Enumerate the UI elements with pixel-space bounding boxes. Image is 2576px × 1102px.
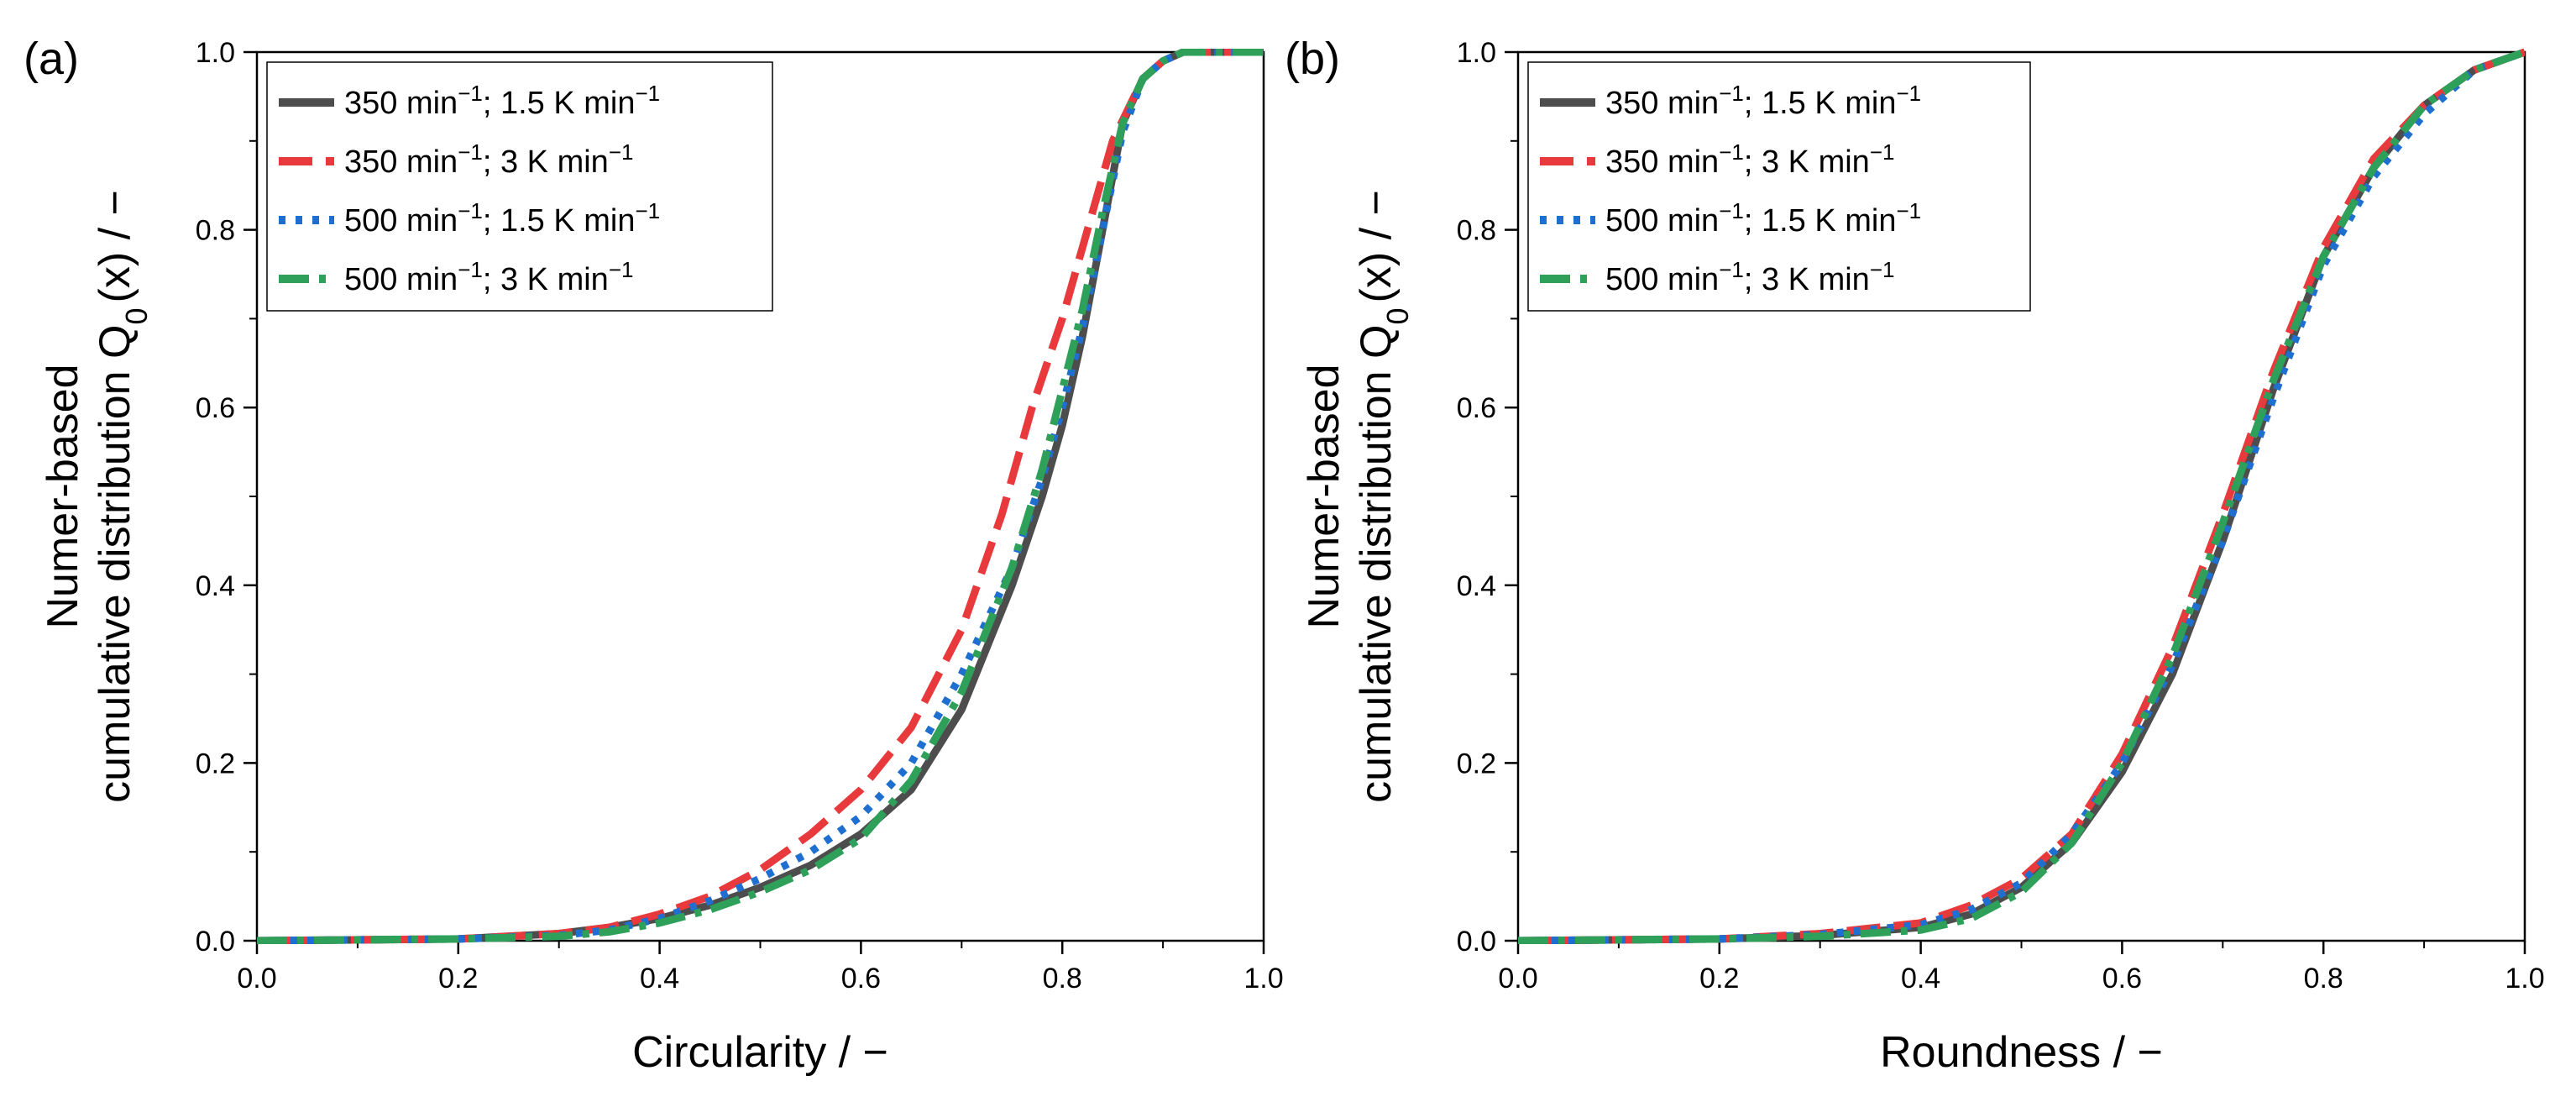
x-tick-label: 0.8 xyxy=(2304,963,2343,994)
y-tick-label: 0.2 xyxy=(1457,748,1496,779)
x-tick-label: 1.0 xyxy=(1243,963,1283,994)
series-line-4 xyxy=(257,49,1264,944)
y-tick-label: 0.0 xyxy=(196,926,235,958)
y-tick-label: 1.0 xyxy=(1457,37,1496,69)
legend-label-2: 350 min−1; 3 K min−1 xyxy=(344,139,633,180)
legend-box xyxy=(1527,61,2031,312)
x-tick-label: 0.6 xyxy=(2102,963,2142,994)
legend-label-1: 350 min−1; 1.5 K min−1 xyxy=(1605,81,1921,121)
y-axis-label-line1: Numer-based xyxy=(39,364,87,628)
x-tick-label: 0.2 xyxy=(438,963,478,994)
x-axis-label: Circularity / − xyxy=(632,1028,888,1077)
y-tick-label: 0.2 xyxy=(196,748,235,779)
panel-a: 0.00.0 0.2 0.2 0.4 0.4 0.6 0.6 0.8 0.8 1.0 1.0 (a) C… xyxy=(24,34,1284,1077)
x-tick-label: 1.0 xyxy=(2505,963,2544,994)
y-tick-label: 0.6 xyxy=(1457,392,1496,424)
x-tick-label: 0.0 xyxy=(1498,963,1537,994)
y-tick-label: 0.8 xyxy=(196,215,235,247)
y-tick-label: 0.0 xyxy=(1457,926,1496,958)
y-axis-label-line2: cumulative distribution Q0(x) / − xyxy=(1352,190,1415,803)
y-axis-label-line1: Numer-based xyxy=(1300,364,1348,628)
x-tick-label: 0.6 xyxy=(841,963,881,994)
y-tick-label: 0.4 xyxy=(1457,570,1496,602)
series-line-2 xyxy=(257,49,1264,944)
legend-label-4: 500 min−1; 3 K min−1 xyxy=(1605,257,1894,297)
x-tick-label: 0.4 xyxy=(640,963,679,994)
panel-label: (a) xyxy=(24,34,79,84)
legend-label-3: 500 min−1; 1.5 K min−1 xyxy=(1605,198,1921,239)
legend-label-4: 500 min−1; 3 K min−1 xyxy=(344,257,633,297)
y-axis-label-line2: cumulative distribution Q0(x) / − xyxy=(91,190,154,803)
y-tick-label: 1.0 xyxy=(196,37,235,69)
y-tick-label: 0.6 xyxy=(196,392,235,424)
x-tick-label: 0.4 xyxy=(1901,963,1940,994)
legend-label-1: 350 min−1; 1.5 K min−1 xyxy=(344,81,660,121)
panel-b: 0.00.0 0.2 0.2 0.4 0.4 0.6 0.6 0.8 0.8 1.0 1.0 (b) R… xyxy=(1285,34,2545,1077)
series-line-4 xyxy=(1518,49,2525,944)
x-tick-label: 0.8 xyxy=(1043,963,1082,994)
x-tick-label: 0.0 xyxy=(237,963,276,994)
legend-box xyxy=(266,61,773,312)
y-tick-label: 0.4 xyxy=(196,570,235,602)
legend-label-2: 350 min−1; 3 K min−1 xyxy=(1605,139,1894,180)
legend-label-3: 500 min−1; 1.5 K min−1 xyxy=(344,198,660,239)
y-tick-label: 0.8 xyxy=(1457,215,1496,247)
x-tick-label: 0.2 xyxy=(1699,963,1739,994)
x-axis-label: Roundness / − xyxy=(1880,1028,2163,1077)
panel-label: (b) xyxy=(1285,34,1340,84)
